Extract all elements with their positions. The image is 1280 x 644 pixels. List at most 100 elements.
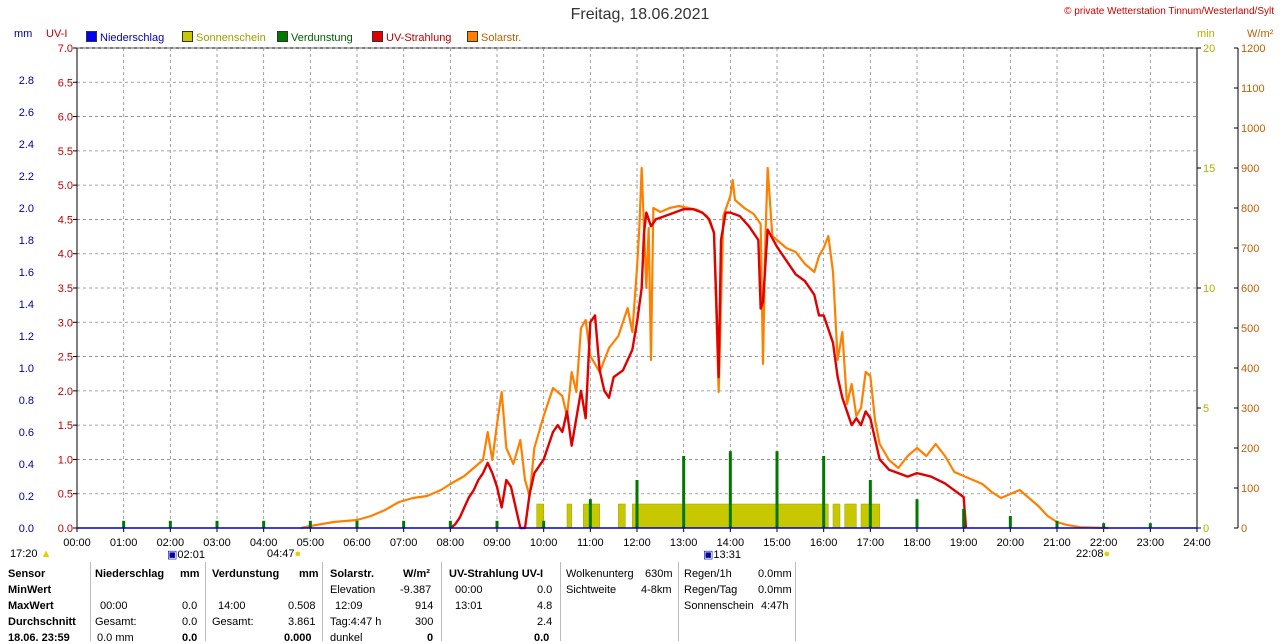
sunshine-bar xyxy=(832,503,841,529)
x-tick-label: 19:00 xyxy=(950,537,978,549)
sunshine-bar xyxy=(566,503,572,529)
x-tick-label: 09:00 xyxy=(483,537,511,549)
sunshine-bar xyxy=(618,503,626,529)
legend-verdunstung: Verdunstung xyxy=(277,31,353,44)
x-tick-label: 00:00 xyxy=(63,537,91,549)
mm-tick-label: 1.4 xyxy=(19,299,34,311)
min-tick-label: 10 xyxy=(1203,283,1215,295)
wm2-tick-label: 300 xyxy=(1241,403,1259,415)
unit-wm2: W/m² xyxy=(1247,28,1274,40)
wm2-tick-label: 500 xyxy=(1241,323,1259,335)
x-tick-label: 22:00 xyxy=(1090,537,1118,549)
uv-tick-label: 0.5 xyxy=(58,489,73,501)
weather-chart: 00:00 01:00 02:00 03:00 04:00 05:00 06:00 07:00… xyxy=(19,43,1266,549)
wm2-tick-label: 200 xyxy=(1241,443,1259,455)
evaporation-bar xyxy=(635,480,639,528)
min-tick-label: 15 xyxy=(1203,163,1215,175)
unit-min: min xyxy=(1197,28,1215,40)
uv-tick-label: 1.0 xyxy=(58,454,73,466)
evaporation-bar xyxy=(588,499,592,528)
evaporation-bar xyxy=(1008,516,1012,528)
x-tick-label: 20:00 xyxy=(997,537,1025,549)
uv-tick-label: 4.5 xyxy=(58,214,73,226)
evaporation-bar xyxy=(215,520,219,528)
legend-sonnenschein: Sonnenschein xyxy=(182,31,266,44)
evaporation-bar xyxy=(1148,523,1152,528)
wm2-tick-label: 1000 xyxy=(1241,123,1265,135)
legend-solar: Solarstr. xyxy=(467,31,521,44)
wm2-tick-label: 1200 xyxy=(1241,43,1265,55)
mm-tick-label: 2.8 xyxy=(19,75,34,87)
x-tick-label: 14:00 xyxy=(717,537,745,549)
x-tick-label: 24:00 xyxy=(1183,537,1211,549)
x-tick-label: 06:00 xyxy=(343,537,371,549)
x-tick-label: 17:00 xyxy=(857,537,885,549)
uv-tick-label: 5.0 xyxy=(58,180,73,192)
mm-tick-label: 0.2 xyxy=(19,491,34,503)
uv-tick-label: 0.0 xyxy=(58,523,73,535)
uv-tick-label: 3.5 xyxy=(58,283,73,295)
mm-tick-label: 0.8 xyxy=(19,395,34,407)
evaporation-bar xyxy=(542,520,546,528)
evaporation-bar xyxy=(355,520,359,528)
x-tick-label: 07:00 xyxy=(390,537,418,549)
mm-tick-label: 0.4 xyxy=(19,459,34,471)
wm2-tick-label: 0 xyxy=(1241,523,1247,535)
evaporation-bar xyxy=(168,520,172,528)
evaporation-bar xyxy=(1102,523,1106,528)
copyright-label: © private Wetterstation Tinnum/Westerlan… xyxy=(1064,6,1274,17)
x-tick-label: 08:00 xyxy=(437,537,465,549)
mm-tick-label: 0.6 xyxy=(19,427,34,439)
uv-tick-label: 1.5 xyxy=(58,420,73,432)
marker-uv-max: ▣13:31 xyxy=(703,549,741,561)
x-tick-label: 11:00 xyxy=(577,537,604,549)
uv-line xyxy=(449,207,968,530)
evaporation-bar xyxy=(448,520,452,528)
evaporation-bar xyxy=(868,480,872,528)
sunshine-bar xyxy=(636,503,829,529)
mm-tick-label: 2.4 xyxy=(19,139,34,151)
uv-tick-label: 4.0 xyxy=(58,249,73,261)
page-title: Freitag, 18.06.2021 xyxy=(570,6,710,23)
sunshine-bar xyxy=(844,503,857,529)
x-tick-label: 13:00 xyxy=(670,537,698,549)
unit-mm: mm xyxy=(14,28,33,40)
x-tick-label: 16:00 xyxy=(810,537,838,549)
mm-tick-label: 2.2 xyxy=(19,171,34,183)
wm2-tick-label: 1100 xyxy=(1241,83,1265,95)
x-tick-label: 21:00 xyxy=(1043,537,1071,549)
evaporation-bar xyxy=(1055,520,1059,528)
wm2-tick-label: 400 xyxy=(1241,363,1259,375)
uv-tick-label: 3.0 xyxy=(58,317,73,329)
evaporation-bar xyxy=(308,520,312,528)
x-tick-label: 23:00 xyxy=(1137,537,1165,549)
x-tick-label: 12:00 xyxy=(623,537,651,549)
uv-tick-label: 6.5 xyxy=(58,77,73,89)
x-tick-label: 03:00 xyxy=(203,537,231,549)
evaporation-bar xyxy=(775,451,779,528)
uv-tick-label: 2.0 xyxy=(58,386,73,398)
evaporation-bar xyxy=(262,520,266,528)
uv-tick-label: 6.0 xyxy=(58,112,73,124)
marker-sunrise: 04:47● xyxy=(267,548,302,560)
evaporation-bar xyxy=(728,451,732,528)
mm-tick-label: 1.8 xyxy=(19,235,34,247)
marker-uv-start: ▣02:01 xyxy=(167,549,205,561)
legend-uv: UV-Strahlung xyxy=(372,31,451,44)
evaporation-bar xyxy=(962,508,966,528)
x-tick-label: 05:00 xyxy=(297,537,325,549)
mm-tick-label: 2.6 xyxy=(19,107,34,119)
wm2-tick-label: 100 xyxy=(1241,483,1259,495)
mm-tick-label: 1.2 xyxy=(19,331,34,343)
unit-uv: UV-I xyxy=(46,28,68,40)
wm2-tick-label: 700 xyxy=(1241,243,1259,255)
evaporation-bar xyxy=(822,456,826,528)
x-tick-label: 02:00 xyxy=(157,537,185,549)
x-tick-label: 10:00 xyxy=(530,537,558,549)
min-tick-label: 5 xyxy=(1203,403,1209,415)
min-tick-label: 0 xyxy=(1203,523,1209,535)
x-tick-label: 18:00 xyxy=(903,537,931,549)
wm2-tick-label: 900 xyxy=(1241,163,1259,175)
marker-sunset: 22:08● xyxy=(1076,548,1111,560)
evaporation-bar xyxy=(122,520,126,528)
